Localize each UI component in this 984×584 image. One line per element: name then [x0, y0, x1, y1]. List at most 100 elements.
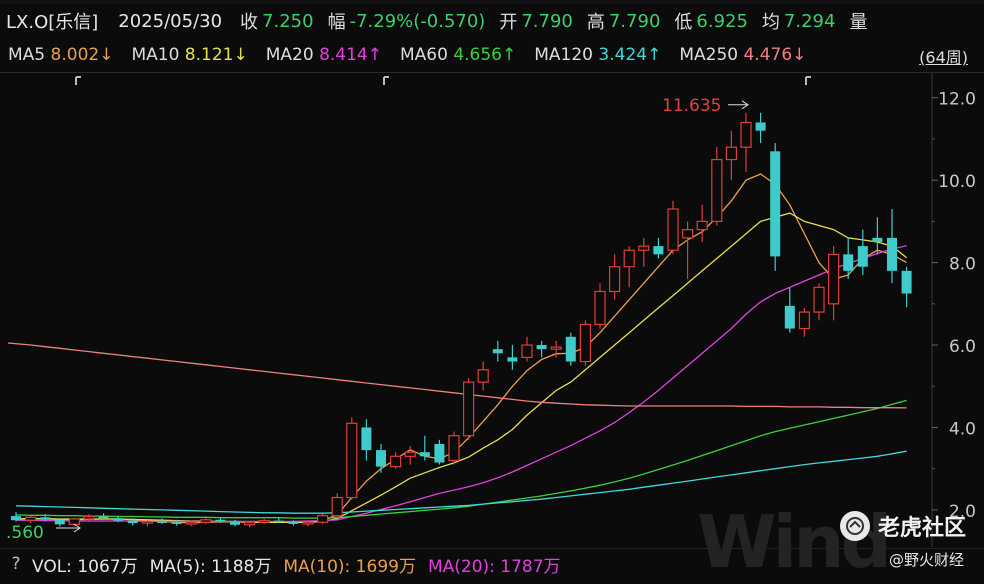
date-label: 2025/05/30	[118, 10, 223, 32]
candle-body-down	[40, 517, 51, 520]
y-tick-label: 8.0	[949, 255, 976, 275]
volume-legend: ? VOL: 1067万 MA(5): 1188万 MA(10): 1699万 …	[0, 548, 984, 579]
candle-body-down	[901, 270, 912, 294]
ma250-line	[7, 342, 907, 409]
low-value: 6.925	[696, 10, 748, 32]
candle-body-up	[331, 496, 343, 517]
candle-body-up	[185, 521, 197, 525]
candle-body-up	[448, 435, 460, 462]
candle-body-down	[536, 345, 547, 350]
candle-body-up	[550, 346, 562, 350]
high-marker-arrow	[728, 100, 749, 110]
close-value: 7.250	[262, 10, 314, 32]
section-marker	[75, 76, 81, 85]
candle-body-down	[887, 237, 897, 271]
ma120-value: 3.424↑	[598, 45, 662, 65]
candle-body-up	[463, 381, 475, 437]
candle-body-up	[302, 521, 314, 525]
candle-body-up	[608, 266, 621, 293]
candle-body-down	[288, 521, 299, 524]
candle-body-down	[857, 246, 868, 267]
ma60-legend: MA60 4.656↑	[400, 45, 516, 65]
candle-body-up	[25, 516, 37, 521]
section-marker	[805, 76, 811, 85]
ma60-label: MA60	[399, 45, 448, 65]
help-button[interactable]: ?	[11, 554, 21, 574]
change-value: -7.29%(-0.570)	[349, 10, 486, 32]
candle-body-down	[98, 516, 109, 519]
ma60-line	[15, 399, 907, 519]
vol-ma5: MA(5): 1188万	[149, 556, 272, 577]
candle-body-up	[346, 422, 358, 499]
candle-body-down	[434, 443, 445, 463]
candle-body-up	[477, 369, 489, 383]
author-watermark: @野火财经	[888, 551, 964, 569]
candle-body-down	[215, 519, 226, 522]
ma10-label: MA10	[131, 45, 180, 65]
candle-body-up	[68, 518, 81, 525]
tiger-brand-text: 老虎社区	[877, 516, 966, 541]
candle-body-down	[565, 336, 576, 362]
candle-body-down	[273, 520, 284, 523]
ma20-line	[16, 245, 907, 523]
candle-body-up	[258, 520, 270, 523]
candlestick-chart[interactable]: 12.0 10.0 8.0 6.0 4.0 2.0 11.635 .560	[0, 73, 984, 547]
candle-body-down	[171, 522, 182, 524]
y-tick-label: 4.0	[949, 419, 976, 439]
ma250-label: MA250	[679, 45, 739, 65]
candle-body-up	[244, 521, 256, 526]
candle-body-down	[157, 521, 167, 523]
candle-body-down	[11, 516, 21, 521]
open-value: 7.790	[521, 10, 573, 32]
low-marker-label: .560	[6, 523, 44, 543]
candle-body-up	[83, 515, 95, 520]
candle-body-down	[492, 349, 503, 354]
candle-body-down	[230, 521, 240, 525]
candle-body-down	[872, 237, 883, 242]
avg-label: 均	[761, 12, 780, 33]
y-tick-label: 10.0	[938, 172, 976, 192]
avg-value: 7.294	[783, 10, 836, 32]
change-label: 幅	[327, 12, 346, 33]
candle-body-up	[141, 520, 153, 524]
section-marker	[383, 76, 389, 85]
vol-value: VOL: 1067万	[32, 556, 138, 577]
ma60-value: 4.656↑	[453, 45, 517, 65]
candle-body-up	[696, 220, 708, 231]
candle-body-down	[376, 450, 386, 467]
symbol-label[interactable]: LX.O[乐信]	[6, 12, 99, 33]
ma10-value: 8.121↓	[184, 45, 248, 65]
candle-body-up	[813, 286, 825, 313]
high-label: 高	[586, 12, 605, 33]
candle-body-up	[390, 455, 402, 468]
candle-body-up	[594, 290, 606, 326]
ma250-legend: MA250 4.476↓	[679, 45, 806, 65]
candle-body-up	[579, 323, 592, 363]
candle-body-down	[127, 520, 138, 524]
y-tick-label: 12.0	[938, 90, 976, 110]
low-label: 低	[674, 12, 693, 33]
ma-legend: MA5 8.002↓ MA10 8.121↓ MA20 8.414↑ MA60 …	[0, 40, 984, 70]
high-value: 7.790	[608, 10, 661, 32]
candle-body-up	[200, 519, 212, 523]
quote-header: LX.O[乐信] 2025/05/30 收 7.250 幅 -7.29%(-0.…	[0, 6, 984, 36]
header-divider	[0, 72, 984, 73]
candle-body-up	[623, 249, 635, 268]
low-marker-arrow	[56, 523, 81, 533]
candle-body-down	[755, 122, 766, 131]
candle-body-down	[770, 151, 781, 257]
top-toolbar-cut	[0, 0, 984, 4]
candle-body-up	[827, 253, 840, 305]
candle-body-up	[317, 515, 329, 523]
candle-body-up	[725, 146, 738, 161]
ma120-label: MA120	[534, 45, 593, 65]
ma5-label: MA5	[8, 45, 46, 65]
ma120-legend: MA120 3.424↑	[534, 45, 661, 65]
candle-body-up	[404, 451, 416, 457]
candle-body-down	[419, 452, 430, 457]
candle-body-up	[638, 245, 650, 251]
ma10-line	[16, 212, 908, 523]
period-button[interactable]: (64周)	[919, 48, 968, 67]
candle-body-up	[681, 229, 694, 239]
candle-body-down	[361, 427, 372, 451]
